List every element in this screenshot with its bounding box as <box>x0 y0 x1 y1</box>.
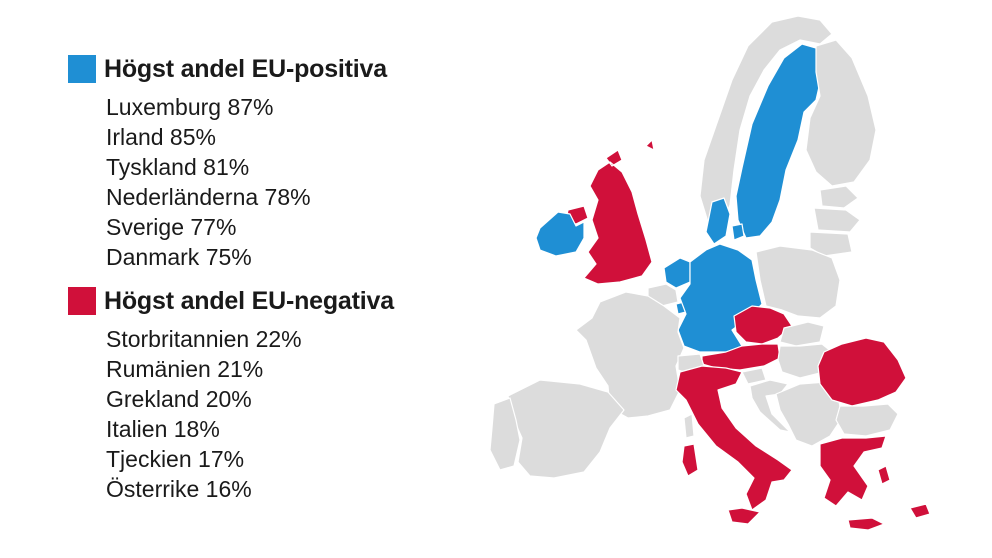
legend-entry-sverige: Sverige 77% <box>106 214 237 240</box>
map-country-portugal <box>489 397 521 471</box>
map-legend: Högst andel EU-positiva Luxemburg 87% Ir… <box>68 50 488 514</box>
legend-title-negative: Högst andel EU-negativa <box>104 286 394 315</box>
legend-swatch-negative <box>68 287 96 315</box>
map-country-sweden <box>735 43 823 239</box>
map-country-netherlands <box>663 257 691 289</box>
map-country-sardinia <box>681 443 699 477</box>
legend-group-positive: Högst andel EU-positiva Luxemburg 87% Ir… <box>68 50 488 272</box>
map-country-estonia <box>819 185 859 209</box>
map-country-uk <box>583 139 655 285</box>
europe-map <box>489 15 931 531</box>
map-country-finland <box>805 39 877 187</box>
legend-swatch-positive <box>68 55 96 83</box>
legend-entry-irland: Irland 85% <box>106 124 216 150</box>
map-country-cyprus <box>909 503 931 519</box>
map-country-lithuania <box>809 231 853 257</box>
map-country-italy <box>675 365 793 525</box>
legend-list-positive: Luxemburg 87% Irland 85% Tyskland 81% Ne… <box>106 92 488 272</box>
legend-entry-osterrike: Österrike 16% <box>106 476 252 502</box>
map-country-denmark <box>705 197 745 245</box>
map-country-france <box>575 291 685 419</box>
legend-list-negative: Storbritannien 22% Rumänien 21% Grekland… <box>106 324 488 504</box>
legend-entry-tjeckien: Tjeckien 17% <box>106 446 245 472</box>
legend-entry-grekland: Grekland 20% <box>106 386 252 412</box>
map-country-romania <box>817 337 907 407</box>
map-country-latvia <box>813 207 861 233</box>
legend-entry-luxemburg: Luxemburg 87% <box>106 94 274 120</box>
map-country-bulgaria <box>835 403 899 437</box>
map-country-greece <box>819 435 891 531</box>
map-country-poland <box>755 245 841 319</box>
legend-positive-header: Högst andel EU-positiva <box>68 50 488 88</box>
legend-entry-rumanien: Rumänien 21% <box>106 356 264 382</box>
map-country-western-balkans <box>775 381 843 447</box>
map-country-slovakia <box>779 321 825 347</box>
map-country-slovenia <box>741 367 767 385</box>
legend-entry-nederlanderna: Nederländerna 78% <box>106 184 311 210</box>
map-country-spain <box>507 379 625 479</box>
legend-entry-tyskland: Tyskland 81% <box>106 154 250 180</box>
legend-entry-storbritannien: Storbritannien 22% <box>106 326 302 352</box>
map-country-corsica <box>683 413 695 439</box>
legend-entry-italien: Italien 18% <box>106 416 220 442</box>
map-country-ireland <box>535 211 585 257</box>
legend-group-negative: Högst andel EU-negativa Storbritannien 2… <box>68 282 488 504</box>
legend-negative-header: Högst andel EU-negativa <box>68 282 488 320</box>
map-country-germany <box>677 243 763 353</box>
legend-entry-danmark: Danmark 75% <box>106 244 252 270</box>
legend-title-positive: Högst andel EU-positiva <box>104 54 387 83</box>
